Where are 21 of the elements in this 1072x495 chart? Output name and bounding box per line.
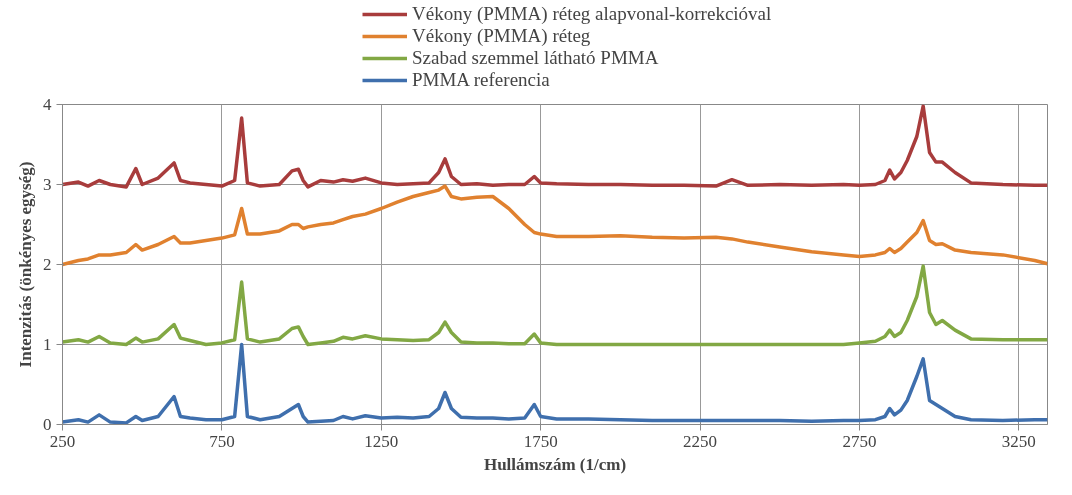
x-tick-label: 750 xyxy=(209,431,235,451)
y-axis-title: Intenzitás (önkényes egység) xyxy=(16,161,35,368)
legend-label: Szabad szemmel látható PMMA xyxy=(412,47,659,69)
x-tick-label: 3250 xyxy=(1001,431,1036,451)
y-tick-label: 1 xyxy=(43,335,52,354)
x-tick-label: 1250 xyxy=(364,431,399,451)
legend-label: PMMA referencia xyxy=(412,69,550,91)
line-series xyxy=(62,264,1048,347)
y-tick-label: 3 xyxy=(43,175,52,194)
legend-label: Vékony (PMMA) réteg alapvonal-korrekcióval xyxy=(412,4,772,25)
legend-label: Vékony (PMMA) réteg xyxy=(412,25,591,47)
x-axis-title: Hullámszám (1/cm) xyxy=(483,454,627,474)
y-tick-label: 4 xyxy=(43,95,52,114)
x-tick-label: 2750 xyxy=(842,431,877,451)
x-tick-label: 250 xyxy=(49,431,76,451)
line-series xyxy=(62,104,1048,189)
y-tick-label: 0 xyxy=(43,415,52,434)
y-tick-label: 2 xyxy=(43,255,52,274)
x-tick-label: 2250 xyxy=(683,431,718,451)
line-series xyxy=(62,184,1048,267)
x-tick-label: 1750 xyxy=(523,431,558,451)
